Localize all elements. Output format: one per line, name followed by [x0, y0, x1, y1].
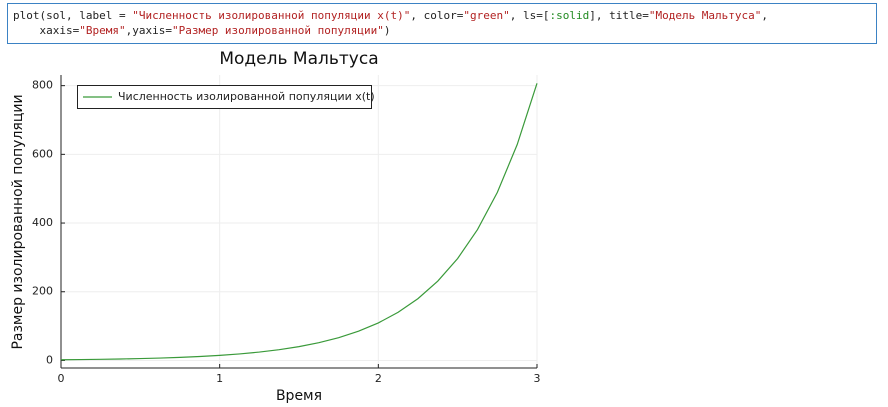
code-token: ,yaxis= [126, 24, 173, 37]
code-cell[interactable] [7, 3, 877, 44]
y-tick-label: 400 [32, 216, 53, 229]
code-token: ], title= [589, 9, 649, 22]
code-line: xaxis="Время",yaxis="Размер изолированно… [13, 24, 391, 37]
x-axis-label: Время [276, 388, 322, 404]
x-tick-label: 3 [534, 372, 541, 385]
y-tick-label: 800 [32, 79, 53, 92]
chart-title: Модель Мальтуса [219, 49, 378, 69]
code-token: , ls=[ [510, 9, 550, 22]
legend: Численность изолированной популяции x(t) [77, 85, 375, 109]
line-series [60, 83, 538, 361]
y-tick-label: 200 [32, 285, 53, 298]
code-token: "Численность изолированной популяции x(t… [132, 9, 410, 22]
code-token: "Время" [79, 24, 125, 37]
code-token: xaxis= [13, 24, 80, 37]
x-tick-label: 2 [375, 372, 382, 385]
code-token: "Размер изолированной популяции" [172, 24, 384, 37]
code-token: , [761, 9, 768, 22]
x-tick-label: 0 [58, 372, 65, 385]
y-axis-label: Размер изолированной популяции [10, 94, 26, 349]
code-token: "Модель Мальтуса" [649, 9, 762, 22]
code-token: plot(sol, label = [13, 9, 132, 22]
code-token: "green" [463, 9, 509, 22]
legend-label: Численность изолированной популяции x(t) [118, 90, 375, 103]
y-tick-label: 0 [46, 353, 53, 366]
x-tick-label: 1 [216, 372, 223, 385]
code-token: , color= [410, 9, 463, 22]
code-token: :solid [549, 9, 589, 22]
legend-box [77, 85, 372, 109]
code-line: plot(sol, label = "Численность изолирова… [13, 9, 768, 22]
y-tick-label: 600 [32, 147, 53, 160]
code-token: ) [384, 24, 391, 37]
